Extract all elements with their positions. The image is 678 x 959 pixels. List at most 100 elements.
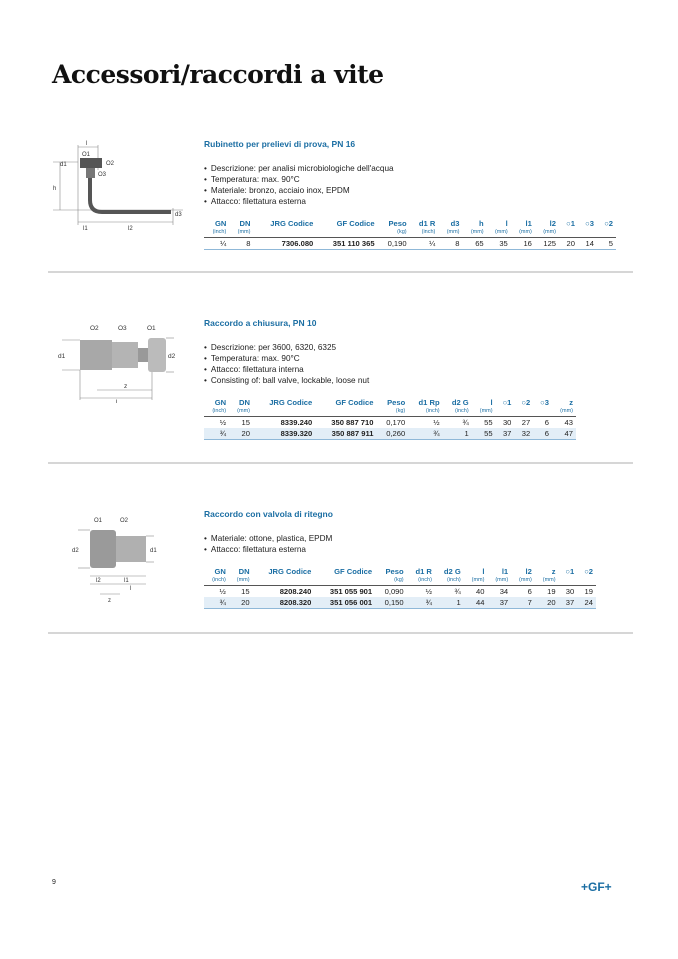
column-header: ○1 [495,398,515,417]
table-cell: 20 [228,597,253,609]
column-unit: (mm) [471,577,485,583]
table-cell: 1 [442,428,472,440]
column-label: GF Codice [335,398,374,407]
section-check-valve-fitting: Raccordo con valvola di ritegno Materiale… [204,509,596,609]
feature-item: Materiale: bronzo, acciaio inox, EPDM [204,185,616,196]
table-cell: 1 [434,597,464,609]
column-label: ○1 [566,219,575,228]
divider [48,271,633,273]
shutoff-fitting-drawing: O2 O3 O1 d1 d2 z l [58,325,176,403]
column-label: ○3 [585,219,594,228]
table-cell: 34 [499,587,509,596]
column-label: l1 [525,219,532,228]
table-cell: ¾ [454,587,461,596]
feature-list: Descrizione: per 3600, 6320, 6325Tempera… [204,342,576,386]
gf-logo: +GF+ [581,880,612,894]
column-header: DN (mm) [229,219,254,238]
column-header: ○2 [596,219,616,238]
column-unit: (mm) [237,408,250,414]
table-cell: 30 [565,587,575,596]
table-cell: 55 [484,418,493,427]
column-label: GF Codice [334,567,373,576]
column-header: l1 (mm) [487,567,512,586]
column-header: GN (inch) [204,398,230,417]
drawing-label: l [116,399,118,403]
table-cell: ¼ [429,239,436,248]
table-row: ½ 15 8339.240 350 887 710 0,170 ½ ¾ 55 30 27 6 43 [204,417,576,429]
drawing-label: O2 [120,518,129,524]
column-label: ○2 [584,567,593,576]
table-cell: 7306.080 [281,239,314,248]
divider [48,462,633,464]
drawing-label: O1 [94,518,103,524]
column-header: l (mm) [463,567,488,586]
table-cell: 5 [608,239,613,248]
drawing-label: z [108,598,111,604]
drawing-label: O3 [118,325,127,332]
column-unit: (kg) [397,229,407,235]
table-cell: 8339.240 [280,418,313,427]
column-label: l [490,398,493,407]
column-header: DN (mm) [228,567,253,586]
table-cell: 20 [534,597,559,609]
column-header: d1 Rp (inch) [408,398,443,417]
column-header: d1 R (inch) [409,219,439,238]
column-unit: (inch) [454,408,469,414]
drawing-label: l2 [128,226,133,232]
section-shutoff-fitting: Raccordo a chiusura, PN 10 Descrizione: p… [204,318,576,440]
column-label: ○1 [565,567,575,576]
table-cell: 8208.240 [279,587,312,596]
table-header: GN (inch) DN (mm) JRG Codice GF Codice Peso (kg… [204,567,596,586]
column-header: z (mm) [534,567,559,586]
column-label: GN [214,567,226,576]
page-title: Accessori/raccordi a vite [52,60,384,89]
drawing-label: O2 [90,325,99,332]
column-unit: (mm) [519,229,532,235]
table-cell: 0,260 [376,428,409,440]
column-label: Peso [388,219,407,228]
section-sampling-tap: Rubinetto per prelievi di prova, PN 16 De… [204,139,616,250]
column-unit: (mm) [494,229,508,235]
table-cell: 14 [585,239,594,248]
table-cell: 37 [495,428,515,440]
table-cell: 351 056 001 [314,597,376,609]
table-cell: ½ [433,418,440,427]
column-unit: (inch) [446,577,461,583]
table-row: ¾ 20 8208.320 351 056 001 0,150 ¾ 1 44 37 7 20 37 24 [204,597,596,609]
page-number: 9 [52,879,56,886]
sampling-tap-drawing: l O1 O2 O3 d1 h d3 l1 l2 [53,141,183,232]
column-label: l1 [501,567,509,576]
column-header: l2 (mm) [511,567,535,586]
drawing-label: O2 [106,161,115,167]
table-cell: 55 [471,428,496,440]
column-header: ○3 [577,219,597,238]
table-cell: 20 [566,239,575,248]
column-unit: (inch) [212,408,227,414]
table-row: ½ 15 8208.240 351 055 901 0,090 ½ ¾ 40 34 6 19 30 19 [204,586,596,598]
divider [48,632,633,634]
spec-table: GN (inch) DN (mm) JRG Codice GF Codice Peso (kg… [204,219,616,250]
column-unit: (inch) [425,408,440,414]
table-cell: 8208.320 [252,597,315,609]
table-cell: 15 [241,587,250,596]
table-cell: 350 887 710 [331,418,374,427]
column-label: z [551,567,556,576]
column-unit: (mm) [236,577,250,583]
drawing-label: O3 [98,172,107,178]
column-header: d3 (mm) [438,219,463,238]
drawing-label: O1 [147,325,156,332]
column-label: JRG Codice [269,398,313,407]
column-header: ○1 [558,567,578,586]
drawing-label: l [86,141,87,147]
table-cell: ¾ [204,428,230,440]
feature-item: Descrizione: per analisi microbiologiche… [204,163,616,174]
feature-item: Attacco: filettatura interna [204,364,576,375]
column-label: DN [238,567,250,576]
table-cell: 6 [533,428,552,440]
feature-item: Temperatura: max. 90°C [204,353,576,364]
column-unit: (mm) [519,577,532,583]
table-row: ¾ 20 8339.320 350 887 911 0,260 ¾ 1 55 37 32 6 47 [204,428,576,440]
column-label: d2 G [451,398,469,407]
table-cell: ½ [425,587,432,596]
table-cell: 8339.320 [252,428,316,440]
